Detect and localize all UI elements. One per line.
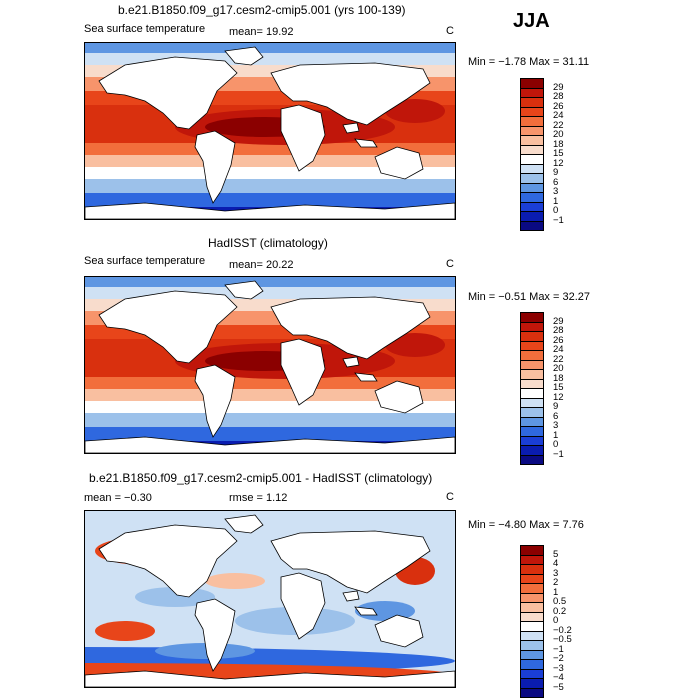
- colorbar-label: 6: [553, 410, 559, 422]
- colorbar-label: 0: [553, 439, 559, 450]
- colorbar-label: −0.5: [553, 634, 572, 645]
- panel-2-mean: mean= 20.22: [229, 259, 294, 271]
- colorbar-label: 15: [553, 382, 564, 393]
- colorbar-label: 12: [553, 157, 564, 169]
- panel-2-map: [84, 276, 456, 454]
- panel-1-mean: mean= 19.92: [229, 26, 294, 38]
- colorbar-label: 22: [553, 119, 564, 131]
- colorbar-label: 24: [553, 110, 564, 121]
- panel-1-units: C: [446, 25, 454, 37]
- colorbar-cell: [520, 687, 544, 698]
- colorbar-label: 5: [553, 548, 559, 560]
- panel-3-title: b.e21.B1850.f09_g17.cesm2-cmip5.001 - Ha…: [89, 471, 433, 485]
- colorbar-label: 0: [553, 205, 559, 216]
- colorbar-label: −0.2: [553, 624, 572, 636]
- colorbar-label: 24: [553, 344, 564, 355]
- colorbar-label: −1: [553, 643, 564, 655]
- panel-2-minmax: Min = −0.51 Max = 32.27: [468, 291, 590, 303]
- colorbar-label: −2: [553, 653, 564, 664]
- colorbar-cell: [520, 454, 544, 465]
- panel-2-title: HadISST (climatology): [208, 236, 328, 250]
- colorbar-label: 0.2: [553, 605, 567, 617]
- panel-3-rmse: rmse = 1.12: [229, 492, 288, 504]
- colorbar-label: 29: [553, 315, 564, 327]
- colorbar-label: −1: [553, 214, 564, 226]
- colorbar-label: 12: [553, 391, 564, 403]
- colorbar-label: 29: [553, 81, 564, 93]
- colorbar-label: 3: [553, 186, 559, 197]
- colorbar-label: 6: [553, 176, 559, 188]
- colorbar-label: 4: [553, 558, 559, 569]
- panel-3-map: [84, 510, 456, 688]
- panel-2-variable: Sea surface temperature: [84, 255, 206, 267]
- colorbar-label: −5: [553, 681, 564, 693]
- colorbar-label: 18: [553, 138, 564, 150]
- colorbar-label: 3: [553, 567, 559, 579]
- panel-3-units: C: [446, 491, 454, 503]
- colorbar-label: 1: [553, 429, 559, 441]
- colorbar-label: 20: [553, 363, 564, 374]
- season-label: JJA: [513, 10, 550, 32]
- colorbar-label: 20: [553, 129, 564, 140]
- colorbar-label: 26: [553, 334, 564, 346]
- panel-1-title: b.e21.B1850.f09_g17.cesm2-cmip5.001 (yrs…: [118, 3, 406, 17]
- panel-1-minmax: Min = −1.78 Max = 31.11: [468, 56, 590, 68]
- colorbar-label: 18: [553, 372, 564, 384]
- colorbar-label: 26: [553, 100, 564, 112]
- colorbar-label: 15: [553, 148, 564, 159]
- colorbar-label: −1: [553, 448, 564, 460]
- panel-3-minmax: Min = −4.80 Max = 7.76: [468, 519, 584, 531]
- colorbar-label: 1: [553, 586, 559, 598]
- panel-3-mean: mean = −0.30: [84, 492, 152, 504]
- colorbar-label: 9: [553, 401, 559, 412]
- colorbar-label: 28: [553, 91, 564, 102]
- colorbar-label: 9: [553, 167, 559, 178]
- panel-1-variable: Sea surface temperature: [84, 23, 206, 35]
- colorbar-label: 0.5: [553, 596, 567, 607]
- colorbar-label: 22: [553, 353, 564, 365]
- panel-2-units: C: [446, 258, 454, 270]
- colorbar-label: −3: [553, 662, 564, 674]
- colorbar-label: 0: [553, 615, 559, 626]
- colorbar-label: 28: [553, 325, 564, 336]
- panel-1-map: [84, 42, 456, 220]
- colorbar-label: 1: [553, 195, 559, 207]
- colorbar-cell: [520, 220, 544, 231]
- colorbar-label: 2: [553, 577, 559, 588]
- colorbar-label: −4: [553, 672, 564, 683]
- colorbar-label: 3: [553, 420, 559, 431]
